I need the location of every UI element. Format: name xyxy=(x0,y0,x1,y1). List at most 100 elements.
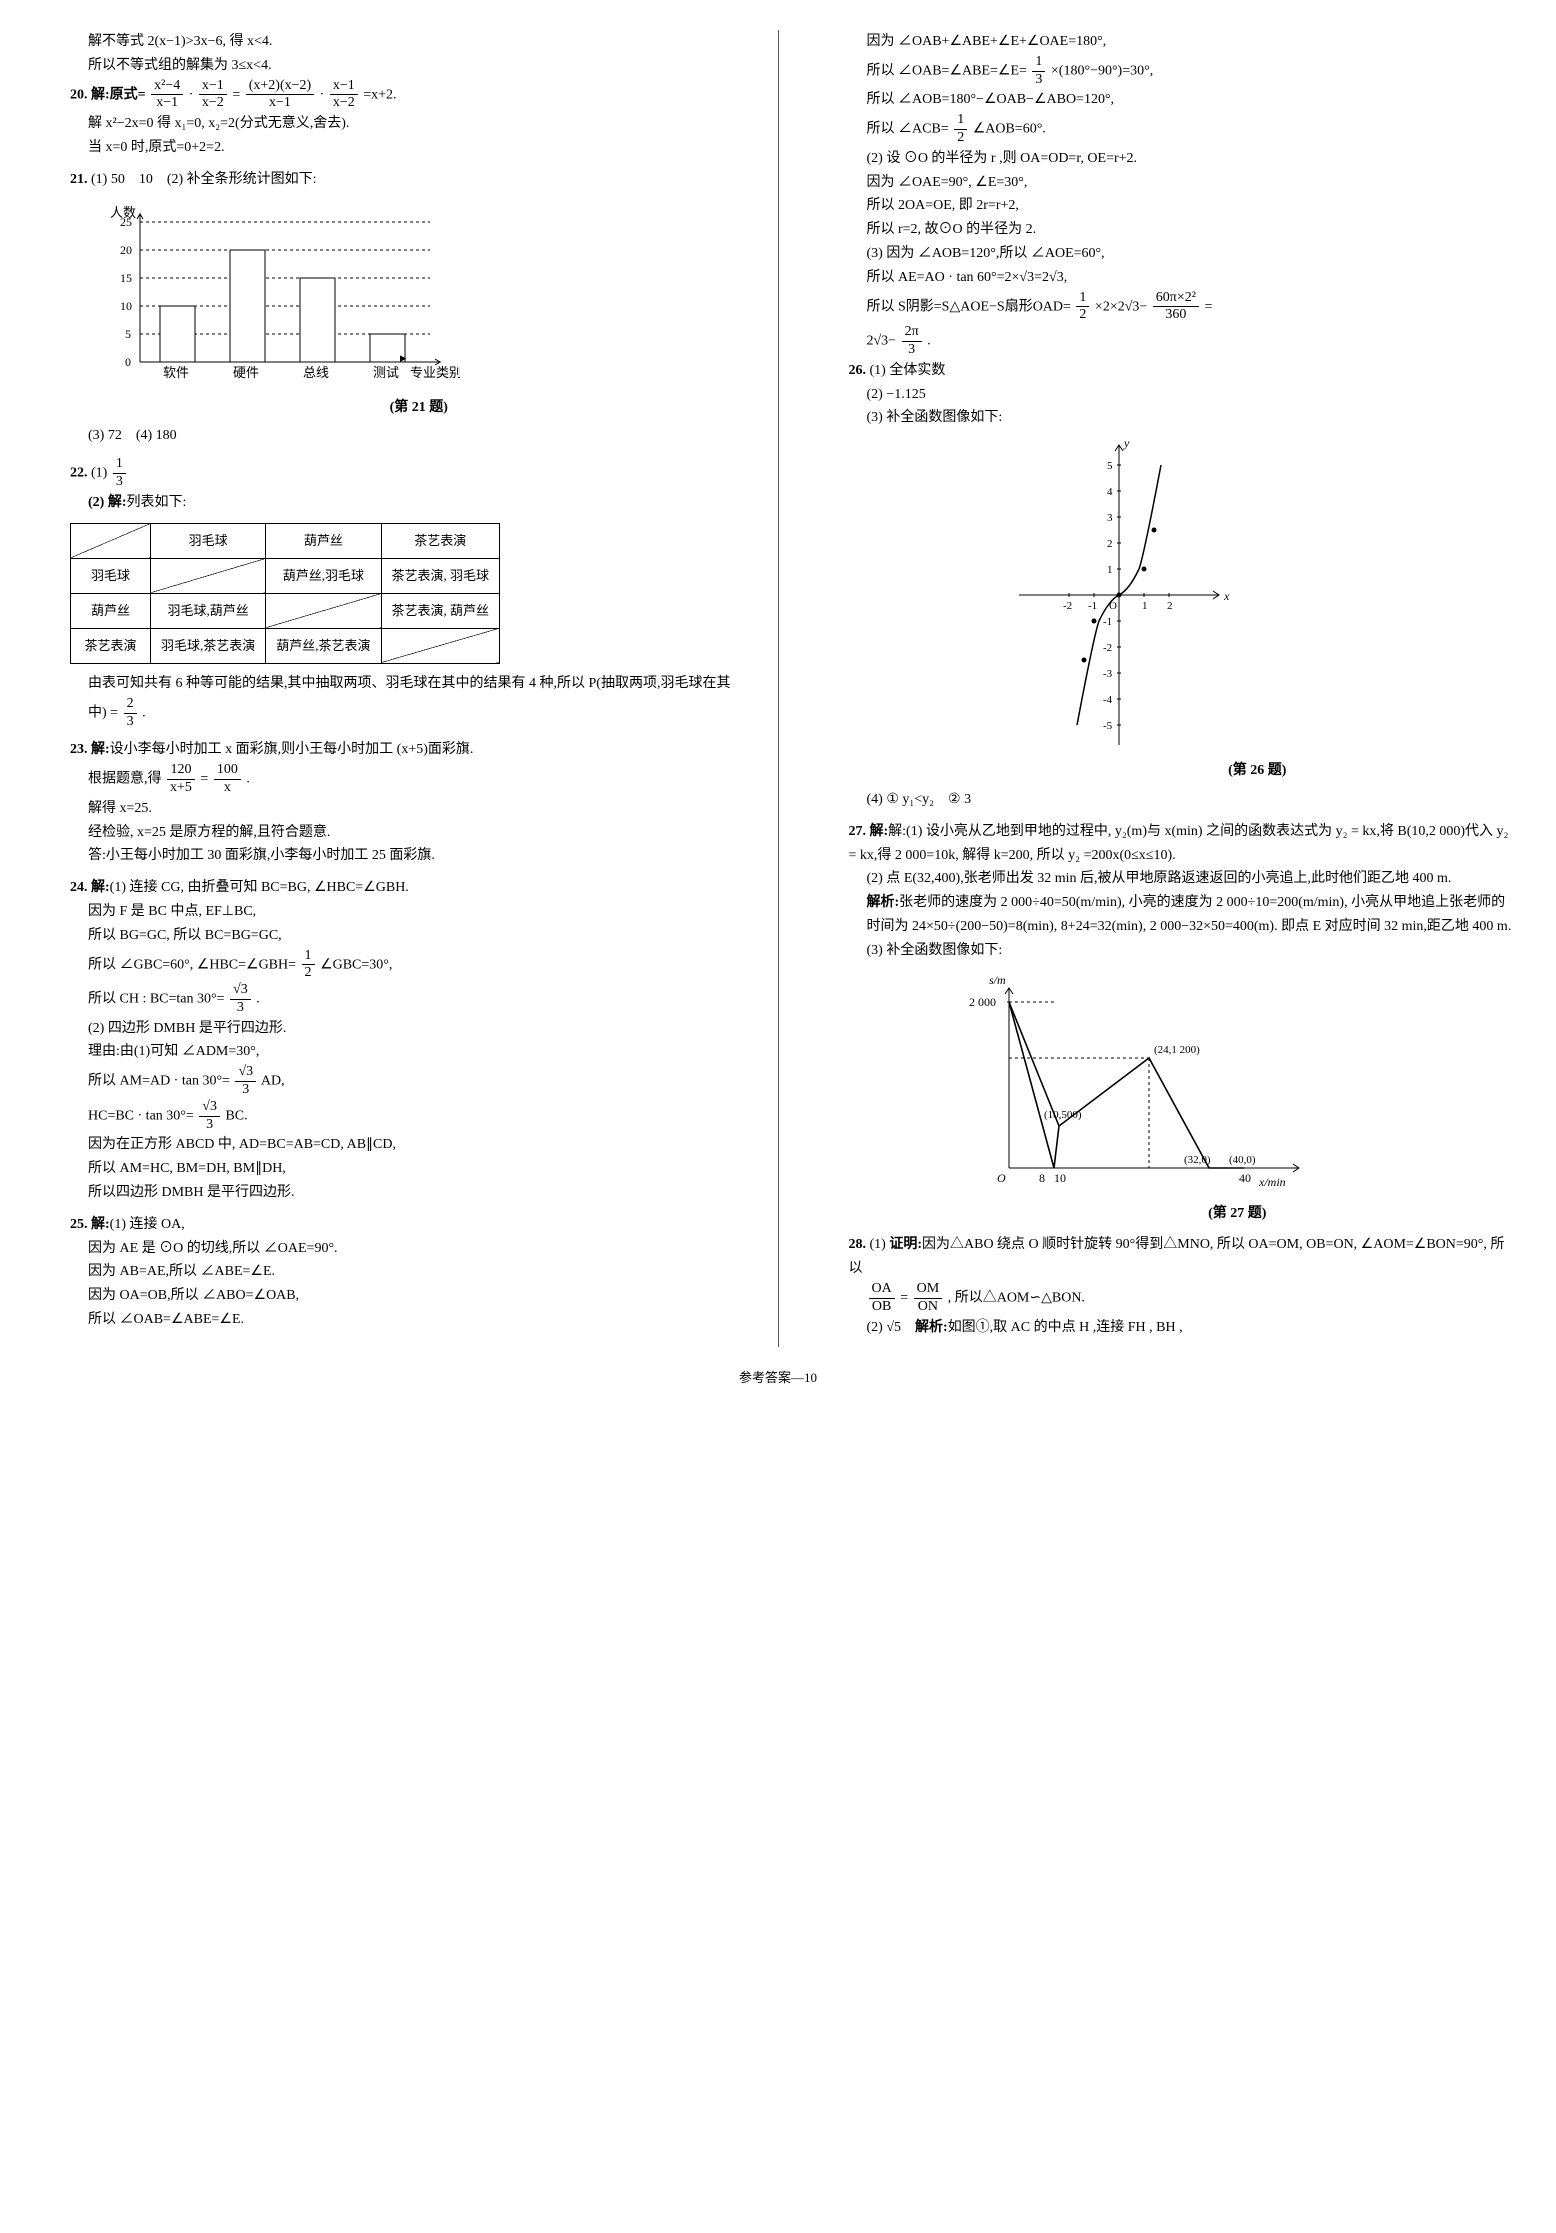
p24-l8a: 所以 AM=AD · tan 30°= xyxy=(88,1074,230,1089)
p25c-l8: 所以 r=2, 故⊙O 的半径为 2. xyxy=(819,218,1517,242)
svg-text:10: 10 xyxy=(120,299,132,313)
p27-line-chart: s/m 2 000 O 8 10 40 x/min xyxy=(959,968,1517,1226)
p21-l2: (3) 72 (4) 180 xyxy=(40,424,738,448)
p25c-l9: (3) 因为 ∠AOB=120°,所以 ∠AOE=60°, xyxy=(819,242,1517,266)
svg-text:2 000: 2 000 xyxy=(969,995,996,1009)
p23-l2a: 根据题意,得 xyxy=(88,772,162,787)
svg-text:专业类别: 专业类别 xyxy=(410,365,460,380)
svg-text:测试: 测试 xyxy=(373,365,399,380)
svg-text:x: x xyxy=(1223,589,1230,603)
svg-text:软件: 软件 xyxy=(163,365,189,380)
p24-l2: 因为 F 是 BC 中点, EF⊥BC, xyxy=(40,900,738,924)
p24-l12: 所以四边形 DMBH 是平行四边形. xyxy=(40,1181,738,1205)
p21-num: 21. xyxy=(70,172,88,187)
svg-text:(10,500): (10,500) xyxy=(1044,1109,1082,1121)
p20-num: 20. xyxy=(70,87,88,102)
p21-l1: (1) 50 10 (2) 补全条形统计图如下: xyxy=(91,172,317,187)
bar-chart-svg: 人数 0 5 10 15 20 25 xyxy=(100,202,460,392)
p25c-l10: 所以 AE=AO · tan 60°=2×√3=2√3, xyxy=(819,266,1517,290)
p25c-l3: 所以 ∠AOB=180°−∠OAB−∠ABO=120°, xyxy=(819,88,1517,112)
p27-l2: (2) 点 E(32,400),张老师出发 32 min 后,被从甲地原路返速返… xyxy=(819,867,1517,891)
svg-text:4: 4 xyxy=(1107,486,1113,498)
svg-text:15: 15 xyxy=(120,271,132,285)
p25-l1: (1) 连接 OA, xyxy=(110,1217,185,1232)
p27-num: 27. xyxy=(849,824,867,839)
p20-l3: 当 x=0 时,原式=0+2=2. xyxy=(40,136,738,160)
page-footer: 参考答案—10 xyxy=(40,1367,1516,1389)
svg-text:-5: -5 xyxy=(1103,720,1113,732)
p25-l5: 所以 ∠OAB=∠ABE=∠E. xyxy=(40,1308,738,1332)
svg-text:总线: 总线 xyxy=(303,365,329,380)
svg-text:O: O xyxy=(997,1171,1006,1185)
p26-curve-chart: x y -2 -1 O 1 2 5 4 3 2 1 -1 -2 -3 xyxy=(999,435,1517,783)
problem-20: 20. 解:原式= x²−4x−1 · x−1x−2 = (x+2)(x−2)x… xyxy=(40,78,738,160)
p25c-l12a: 2√3− xyxy=(867,334,897,349)
p23-l3: 解得 x=25. xyxy=(40,797,738,821)
svg-text:-1: -1 xyxy=(1088,600,1097,612)
problem-27: 27. 解:解:(1) 设小亮从乙地到甲地的过程中, y₂(m)与 x(min)… xyxy=(819,820,1517,1226)
svg-text:8: 8 xyxy=(1039,1171,1045,1185)
p24-l6: (2) 四边形 DMBH 是平行四边形. xyxy=(40,1017,738,1041)
p22-num: 22. xyxy=(70,466,88,481)
svg-text:y: y xyxy=(1123,436,1130,450)
p25c-l6: 因为 ∠OAE=90°, ∠E=30°, xyxy=(819,171,1517,195)
p22-l4a: 中) = xyxy=(88,705,122,720)
svg-text:3: 3 xyxy=(1107,512,1113,524)
left-column: 解不等式 2(x−1)>3x−6, 得 x<4. 所以不等式组的解集为 3≤x<… xyxy=(40,30,738,1347)
p19-l1: 解不等式 2(x−1)>3x−6, 得 x<4. xyxy=(40,30,738,54)
svg-text:▸: ▸ xyxy=(400,350,407,365)
column-divider xyxy=(778,30,779,1347)
p22-l1a: (1) xyxy=(91,466,111,481)
p25c-l11a: 所以 S阴影=S△AOE−S扇形OAD= xyxy=(867,299,1071,314)
p23-l1: 设小李每小时加工 x 面彩旗,则小王每小时加工 (x+5)面彩旗. xyxy=(110,742,474,757)
svg-text:2: 2 xyxy=(1167,600,1173,612)
p28-l1: (1) 证明:因为△ABO 绕点 O 顺时针旋转 90°得到△MNO, 所以 O… xyxy=(849,1237,1505,1276)
svg-text:硬件: 硬件 xyxy=(233,365,259,380)
p25c-l4a: 所以 ∠ACB= xyxy=(867,122,949,137)
p25-l4: 因为 OA=OB,所以 ∠ABO=∠OAB, xyxy=(40,1284,738,1308)
svg-text:-4: -4 xyxy=(1103,694,1113,706)
p20-l2: 解 x²−2x=0 得 x₁=0, x₂=2(分式无意义,舍去). xyxy=(40,112,738,136)
svg-text:(40,0): (40,0) xyxy=(1229,1154,1256,1166)
p25c-l2a: 所以 ∠OAB=∠ABE=∠E= xyxy=(867,63,1027,78)
p22-table: 羽毛球 葫芦丝 茶艺表演 羽毛球 葫芦丝,羽毛球 茶艺表演, 羽毛球 葫芦丝 羽… xyxy=(70,523,500,664)
svg-text:(24,1 200): (24,1 200) xyxy=(1154,1044,1200,1056)
problem-25: 25. 解:(1) 连接 OA, 因为 AE 是 ⊙O 的切线,所以 ∠OAE=… xyxy=(40,1213,738,1332)
svg-text:(32,0): (32,0) xyxy=(1184,1154,1211,1166)
svg-text:1: 1 xyxy=(1142,600,1148,612)
p23-l5: 答:小王每小时加工 30 面彩旗,小李每小时加工 25 面彩旗. xyxy=(40,844,738,868)
svg-text:-3: -3 xyxy=(1103,668,1113,680)
svg-text:5: 5 xyxy=(1107,460,1113,472)
p28-l3: (2) √5 解析:如图①,取 AC 的中点 H ,连接 FH , BH , xyxy=(867,1320,1183,1335)
p24-l5a: 所以 CH : BC=tan 30°= xyxy=(88,992,225,1007)
p27-caption: (第 27 题) xyxy=(959,1202,1517,1226)
p26-l2: (2) −1.125 xyxy=(819,383,1517,407)
p26-caption: (第 26 题) xyxy=(999,759,1517,783)
p25c-l1: 因为 ∠OAB+∠ABE+∠E+∠OAE=180°, xyxy=(819,30,1517,54)
p28-num: 28. xyxy=(849,1237,867,1252)
p27-l1: 解:(1) 设小亮从乙地到甲地的过程中, y₂(m)与 x(min) 之间的函数… xyxy=(849,824,1509,863)
svg-text:2: 2 xyxy=(1107,538,1113,550)
p24-num: 24. xyxy=(70,880,88,895)
right-column: 因为 ∠OAB+∠ABE+∠E+∠OAE=180°, 所以 ∠OAB=∠ABE=… xyxy=(819,30,1517,1347)
p24-l4a: 所以 ∠GBC=60°, ∠HBC=∠GBH= xyxy=(88,957,296,972)
p21-bar-chart: 人数 0 5 10 15 20 25 xyxy=(100,202,738,420)
svg-text:25: 25 xyxy=(120,215,132,229)
svg-text:0: 0 xyxy=(125,355,131,369)
p20-l1a: 解:原式= xyxy=(91,87,146,102)
svg-text:10: 10 xyxy=(1054,1171,1066,1185)
problem-21: 21. (1) 50 10 (2) 补全条形统计图如下: 人数 0 5 10 1… xyxy=(40,168,738,448)
p24-l7: 理由:由(1)可知 ∠ADM=30°, xyxy=(40,1040,738,1064)
p19-l2: 所以不等式组的解集为 3≤x<4. xyxy=(40,54,738,78)
svg-text:-1: -1 xyxy=(1103,616,1112,628)
svg-text:-2: -2 xyxy=(1063,600,1072,612)
svg-text:20: 20 xyxy=(120,243,132,257)
p24-l9a: HC=BC · tan 30°= xyxy=(88,1108,194,1123)
p22-l2: (2) 解:(2) 解:列表如下:列表如下: xyxy=(40,491,738,515)
p24-l10: 因为在正方形 ABCD 中, AD=BC=AB=CD, AB∥CD, xyxy=(40,1133,738,1157)
p27-l4: (3) 补全函数图像如下: xyxy=(819,939,1517,963)
p25c-l7: 所以 2OA=OE, 即 2r=r+2, xyxy=(819,194,1517,218)
p26-l4: (4) ① y₁<y₂ ② 3 xyxy=(819,788,1517,812)
p25c-l5: (2) 设 ⊙O 的半径为 r ,则 OA=OD=r, OE=r+2. xyxy=(819,147,1517,171)
problem-22: 22. (1) 13 (2) 解:(2) 解:列表如下:列表如下: 羽毛球 葫芦… xyxy=(40,456,738,730)
